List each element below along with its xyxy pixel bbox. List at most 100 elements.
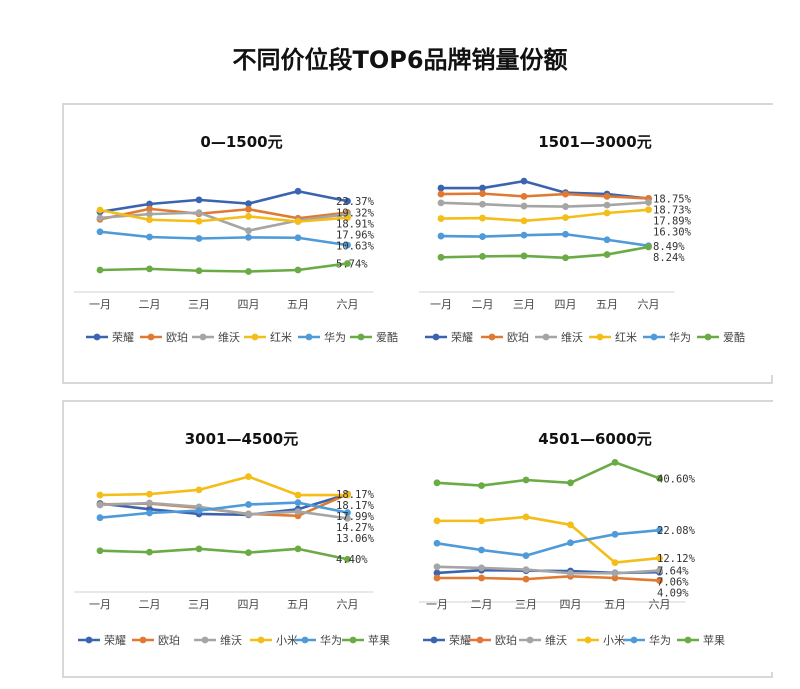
data-point: [344, 197, 351, 205]
legend-item: 维沃: [194, 634, 242, 647]
x-tick-label: 二月: [471, 598, 493, 611]
data-point: [603, 192, 611, 200]
x-tick-label: 三月: [188, 298, 210, 311]
data-point: [479, 214, 486, 222]
chart-title: 0—1500元: [200, 133, 282, 151]
data-point: [437, 253, 445, 261]
legend-item: 华为: [643, 330, 691, 344]
data-point: [433, 563, 441, 571]
series-line-欧珀: [99, 207, 348, 221]
x-tick-label: 六月: [638, 298, 660, 311]
legend-label: 荣耀: [112, 331, 134, 344]
data-point: [433, 569, 441, 577]
legend-item: 欧珀: [140, 330, 188, 344]
data-point: [344, 214, 351, 222]
chart-title: 4501—6000元: [538, 430, 652, 448]
data-point: [245, 205, 252, 213]
x-tick-label: 四月: [238, 298, 260, 311]
data-point: [478, 482, 485, 489]
series-line-苹果: [99, 547, 348, 561]
data-point: [294, 218, 302, 226]
data-point: [245, 268, 252, 275]
data-point: [520, 231, 528, 239]
data-point: [195, 545, 203, 553]
x-tick-label: 六月: [649, 598, 671, 611]
end-value-label: 18.73%: [653, 204, 692, 216]
data-point: [96, 501, 104, 509]
end-value-label: 18.17%: [336, 489, 375, 501]
legend-item: 华为: [623, 633, 671, 647]
legend-label: 欧珀: [495, 633, 517, 647]
data-point: [344, 241, 351, 249]
end-value-label: 18.75%: [653, 193, 692, 205]
data-point: [195, 267, 203, 275]
legend-label: 红米: [270, 331, 292, 344]
legend-label: 爱酷: [376, 331, 398, 344]
series-line-欧珀: [437, 575, 660, 582]
legend-item: 荣耀: [423, 634, 471, 647]
data-point: [645, 199, 652, 206]
legend-label: 欧珀: [507, 330, 529, 344]
legend-label: 荣耀: [449, 634, 471, 647]
series-line-维沃: [99, 501, 348, 520]
series-line-红米: [440, 208, 649, 223]
data-point: [245, 227, 252, 235]
data-point: [567, 539, 574, 547]
data-point: [437, 199, 445, 207]
data-point: [195, 217, 203, 225]
data-point: [479, 233, 486, 240]
data-point: [562, 254, 569, 262]
legend-item: 小米: [577, 634, 625, 647]
x-tick-label: 一月: [430, 298, 452, 311]
x-tick-label: 四月: [555, 298, 577, 311]
legend-label: 华为: [320, 633, 342, 647]
data-point: [611, 458, 619, 466]
data-point: [522, 513, 530, 521]
series-line-维沃: [440, 201, 649, 208]
data-point: [520, 202, 528, 210]
data-point: [146, 509, 153, 517]
x-tick-label: 五月: [287, 598, 309, 611]
legend-label: 华为: [669, 330, 691, 344]
x-tick-label: 五月: [287, 298, 309, 311]
data-point: [437, 215, 445, 222]
data-point: [656, 526, 663, 534]
series-line-小米: [99, 475, 348, 497]
end-value-label: 16.30%: [653, 226, 692, 238]
x-tick-label: 五月: [596, 298, 618, 311]
data-point: [562, 203, 569, 210]
legend-item: 苹果: [342, 633, 390, 647]
data-point: [433, 517, 441, 525]
data-point: [522, 575, 530, 583]
data-point: [520, 252, 528, 260]
x-tick-label: 三月: [188, 598, 210, 611]
end-value-label: 4.09%: [657, 588, 689, 600]
data-point: [344, 555, 351, 563]
data-point: [195, 507, 203, 515]
end-value-label: 8.49%: [653, 241, 685, 253]
x-tick-label: 一月: [89, 298, 111, 311]
data-point: [96, 266, 104, 274]
legend-label: 苹果: [703, 633, 725, 647]
end-value-label: 22.08%: [657, 525, 696, 537]
x-tick-label: 四月: [560, 598, 582, 611]
legend-label: 维沃: [545, 634, 567, 647]
data-point: [433, 574, 441, 582]
data-point: [611, 559, 619, 566]
data-point: [294, 491, 302, 499]
end-value-label: 18.17%: [336, 500, 375, 512]
x-tick-label: 四月: [238, 598, 260, 611]
data-point: [146, 548, 153, 556]
data-point: [656, 577, 663, 584]
data-point: [656, 474, 663, 482]
legend-label: 爱酷: [723, 331, 745, 344]
x-tick-label: 六月: [337, 598, 359, 611]
data-point: [146, 210, 153, 218]
data-point: [437, 232, 445, 240]
data-point: [344, 260, 351, 267]
series-line-华为: [436, 528, 660, 557]
end-value-label: 10.63%: [336, 241, 375, 253]
data-point: [245, 212, 252, 220]
